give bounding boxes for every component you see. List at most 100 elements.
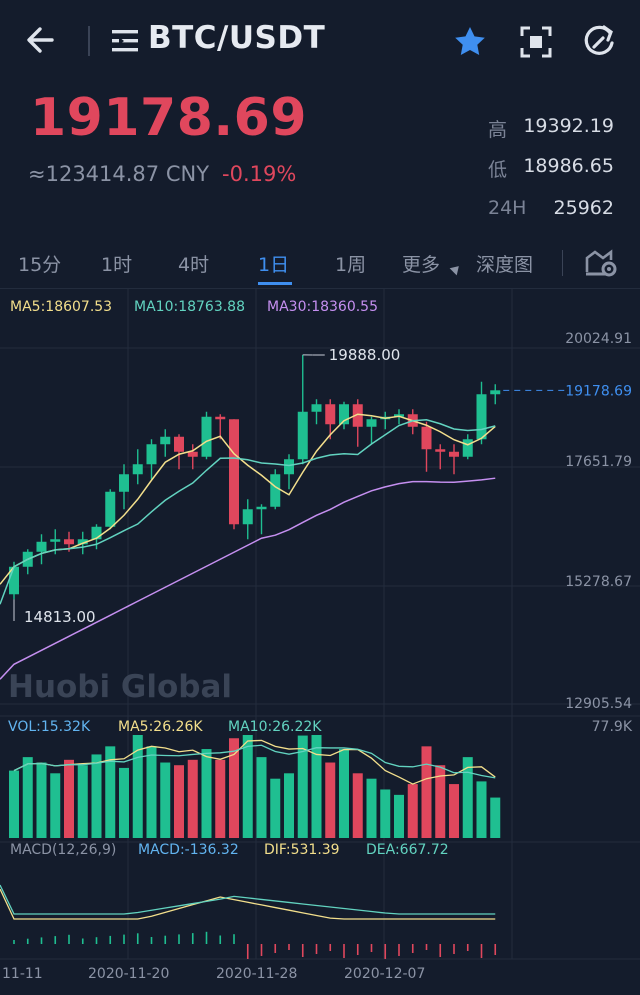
macd-bar [398,944,400,956]
volume-bar [490,798,500,838]
volume-value: 25962 [554,197,614,219]
candle [270,474,280,507]
macd-bar [206,932,208,944]
candle [284,459,294,474]
candle [202,417,212,457]
macd-bar [123,935,125,944]
macd-bar [261,944,263,956]
candle [105,492,115,527]
tab-1w[interactable]: 1周 [335,250,366,277]
volume-label: VOL:15.32K [8,719,91,735]
volume-bar [339,749,349,838]
price-axis-label: 15278.67 [565,574,632,590]
macd-bar [412,944,414,953]
macd-bar [274,944,276,953]
dif-label: DIF:531.39 [264,842,340,858]
candle [133,464,143,474]
price-change: -0.19% [222,162,296,186]
macd-bar [96,937,98,944]
price-axis-label: 20024.91 [565,331,632,347]
macd-bar [219,936,221,945]
interval-tabs: 15分 1时 4时 1日 1周 更多 深度图 [0,238,640,288]
volume-bar [215,760,225,838]
scan-icon[interactable] [518,24,554,60]
macd-bar [343,944,345,958]
candle [312,404,322,412]
volume-bar [92,754,102,838]
macd-bar [481,944,483,958]
low-label: 低 [488,155,507,182]
pair-title[interactable]: BTC/USDT [148,20,325,56]
candle [229,419,239,524]
star-icon[interactable] [452,24,488,60]
volume-bar [270,779,280,838]
candle [174,437,184,452]
chart-settings-icon[interactable] [584,246,618,278]
tab-15m[interactable]: 15分 [18,250,61,277]
volume-bar [229,738,239,838]
volume-bar [325,763,335,838]
tab-depth[interactable]: 深度图 [476,250,533,277]
macd-bar [467,944,469,951]
volume-bar [257,757,267,838]
volume-bar [23,757,33,838]
macd-bar [494,944,496,955]
tab-1h[interactable]: 1时 [101,250,132,277]
last-price: 19178.69 [30,88,307,148]
volume-bar [78,765,88,838]
date-label: 2020-11-20 [88,966,169,982]
macd-bar [371,944,373,952]
refresh-icon[interactable] [580,22,618,60]
volume-bar [37,763,47,838]
last-price-label: 19178.69 [565,383,632,399]
ma30-label: MA30:18360.55 [267,299,378,315]
macd-bar [302,944,304,957]
volume-bar [312,735,322,838]
candle [367,419,377,427]
volume-bar [380,789,390,838]
candle [298,412,308,460]
volume-bar [367,779,377,838]
date-label: 2020-11-28 [216,966,297,982]
macd-bar [54,936,56,944]
macd-bar [233,934,235,944]
candle [449,452,459,457]
price-axis-label: 12905.54 [565,696,632,712]
volume-bar [147,746,157,838]
macd-bar [247,944,249,959]
pair-menu-icon[interactable] [110,26,140,56]
volume-bar [119,768,129,838]
macd-bar [316,944,318,954]
macd-bar [151,937,153,944]
arrow-left-icon[interactable] [22,20,62,60]
active-tab-indicator [258,282,292,285]
tab-more[interactable]: 更多 [402,250,440,277]
volume-bar [9,771,19,838]
volume-bar [477,781,487,838]
watermark: Huobi Global [8,669,232,705]
macd-bar [82,939,84,945]
macd-bar [329,944,331,951]
macd-bar [192,933,194,944]
candle [243,509,253,524]
volume-bar [284,773,294,838]
macd-value-label: MACD:-136.32 [138,842,239,858]
macd-label: MACD(12,26,9) [10,842,116,858]
volume-bar [353,773,363,838]
volume-bar [160,763,170,838]
candle [325,404,335,424]
tab-4h[interactable]: 4时 [178,250,209,277]
macd-bar [68,935,70,944]
candle [422,427,432,450]
tab-1d[interactable]: 1日 [258,250,289,277]
volume-ma10-label: MA10:26.22K [228,719,322,735]
volume-max-label: 77.9K [592,719,633,735]
candle [463,439,473,457]
macd-bar [426,944,428,950]
candle [477,394,487,439]
candle [215,417,225,420]
divider [562,250,563,276]
low-annotation: 14813.00 [24,608,96,626]
macd-bar [137,933,139,944]
